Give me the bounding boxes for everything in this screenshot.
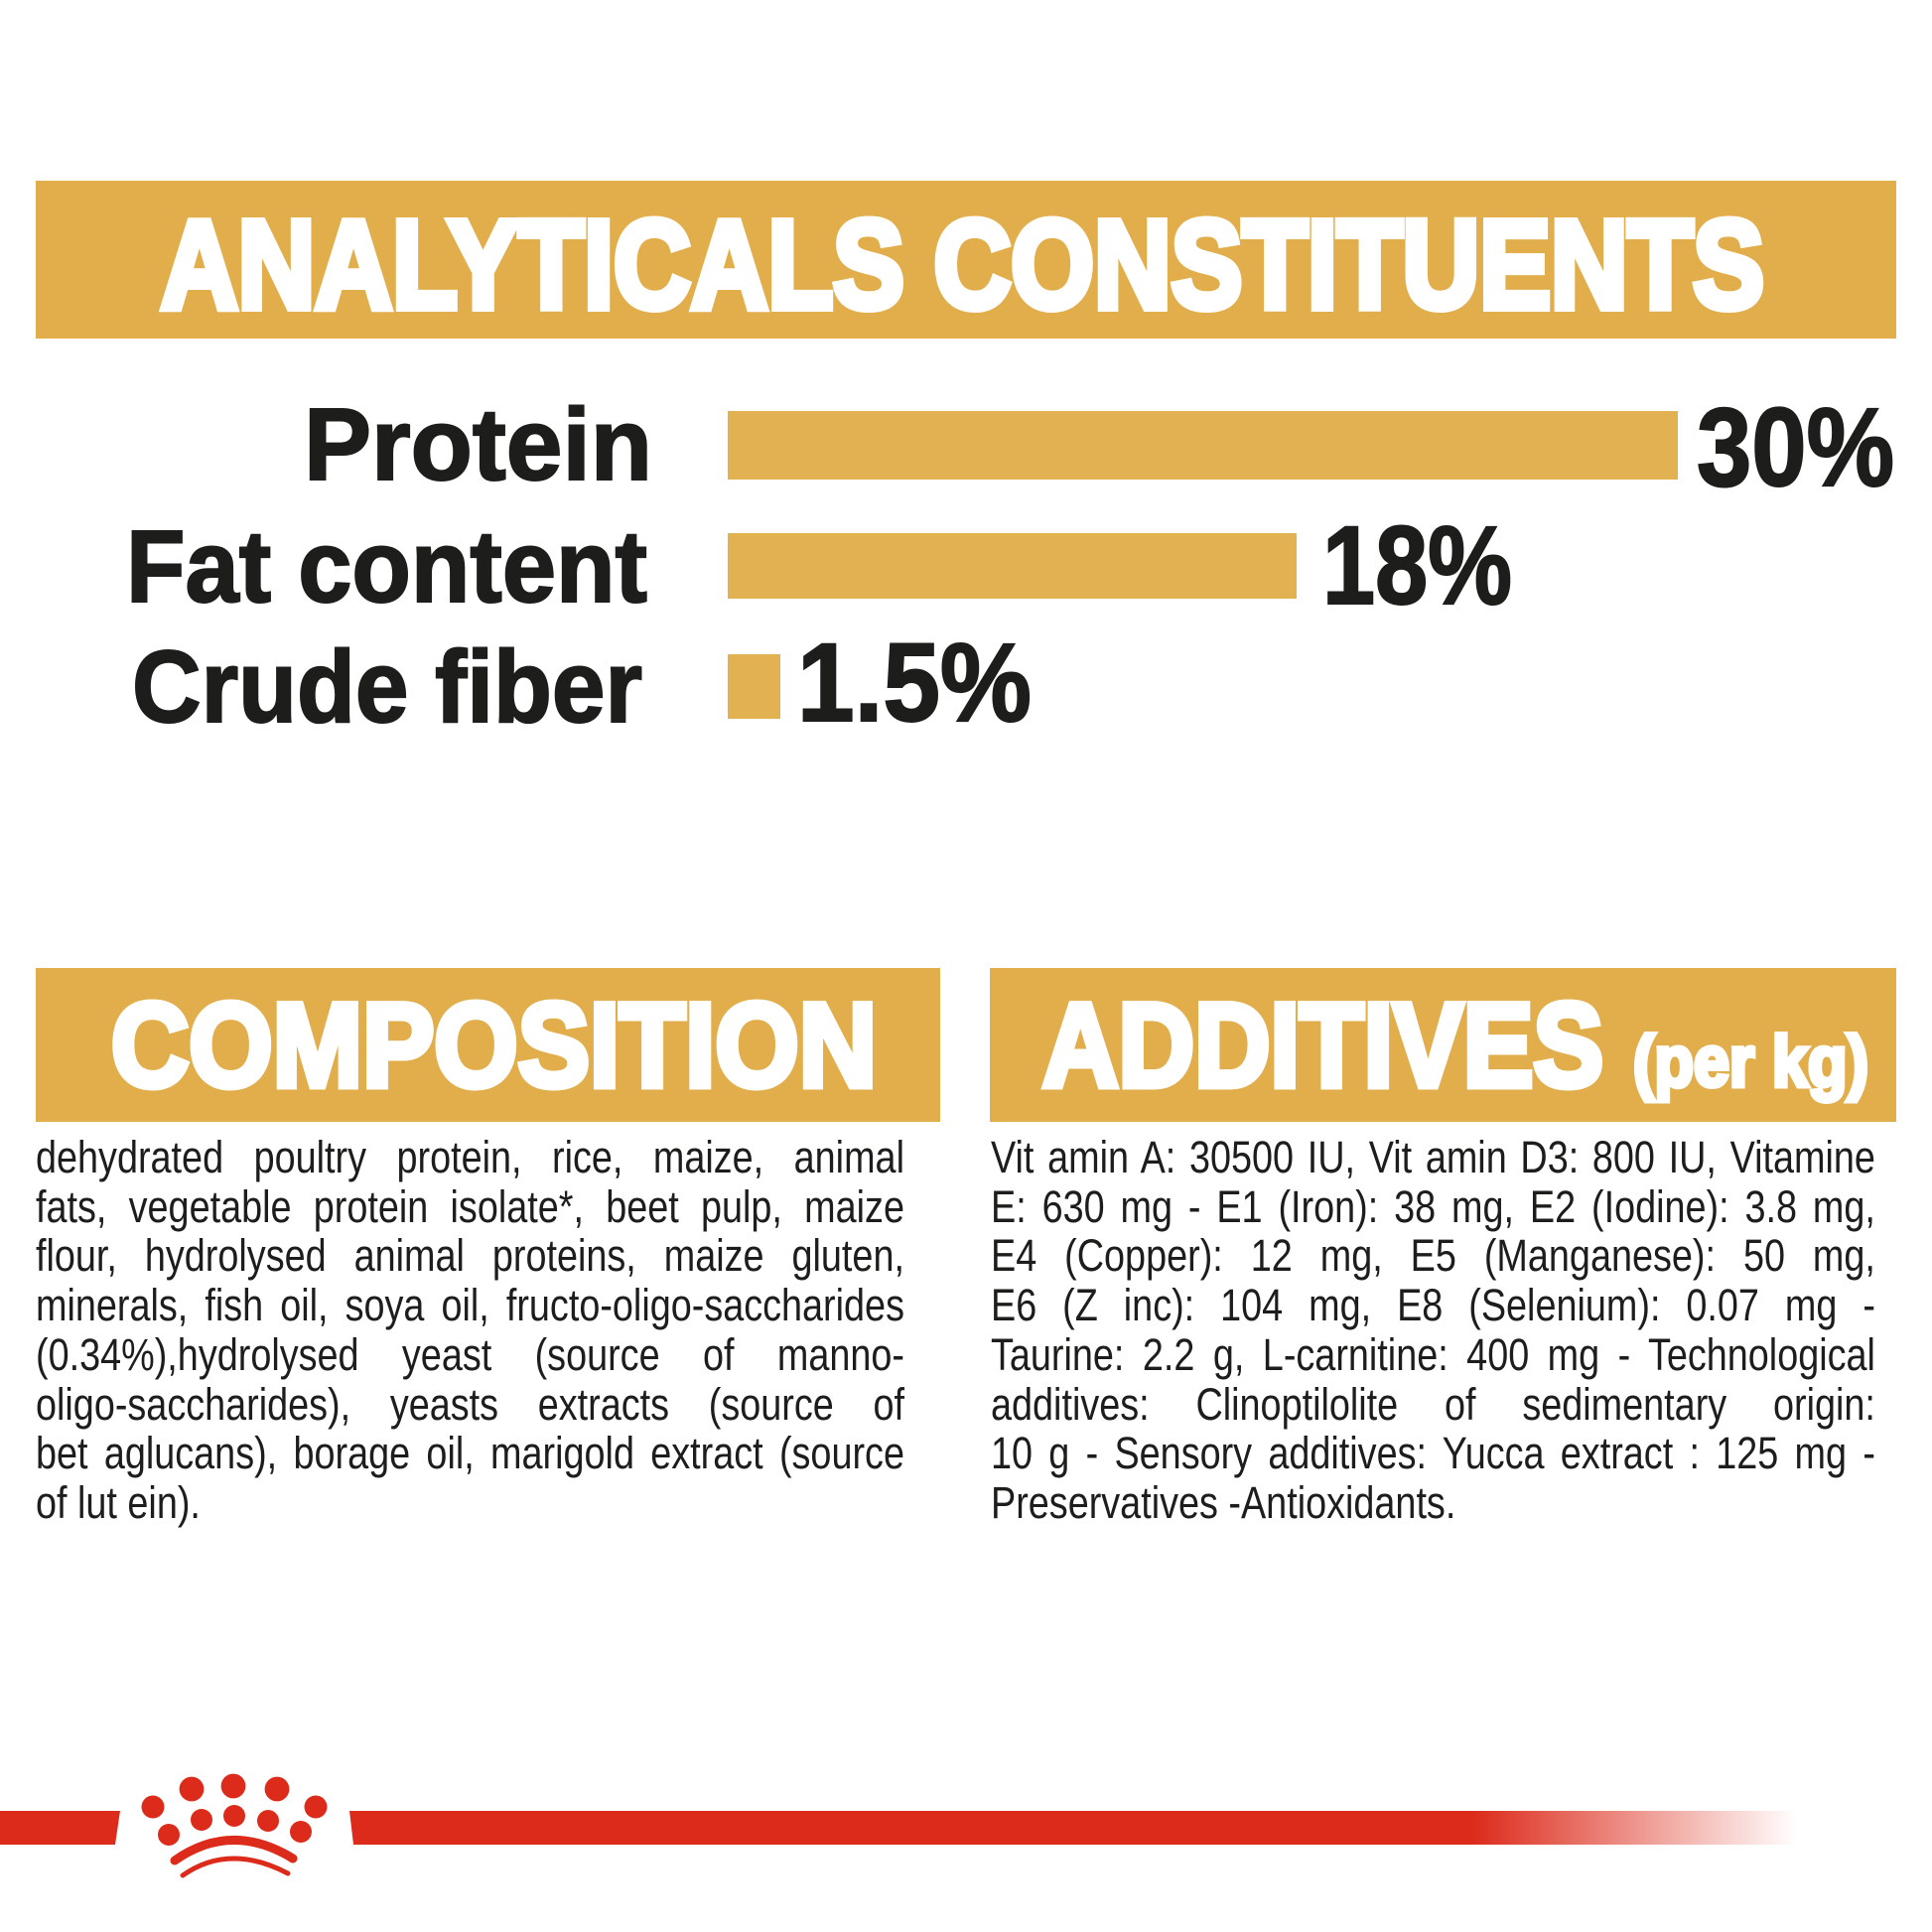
svg-text:1.5%: 1.5%	[797, 621, 1032, 745]
svg-text:Fat content: Fat content	[126, 509, 647, 623]
svg-text:18%: 18%	[1322, 503, 1512, 627]
svg-text:(per kg): (per kg)	[1633, 1023, 1868, 1102]
svg-text:COMPOSITION: COMPOSITION	[111, 979, 877, 1112]
svg-text:ADDITIVES: ADDITIVES	[1042, 979, 1603, 1112]
svg-text:Protein: Protein	[304, 387, 652, 501]
svg-text:Crude fiber: Crude fiber	[132, 629, 642, 744]
svg-text:30%: 30%	[1697, 385, 1894, 509]
svg-text:ANALYTICALS CONSTITUENTS: ANALYTICALS CONSTITUENTS	[161, 195, 1764, 335]
